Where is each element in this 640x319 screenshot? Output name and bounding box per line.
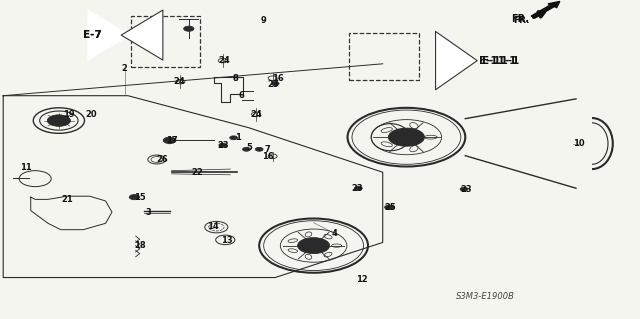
- Text: 26: 26: [157, 155, 168, 164]
- Text: 23: 23: [268, 80, 279, 89]
- Text: 25: 25: [385, 203, 396, 212]
- Text: 7: 7: [265, 145, 270, 154]
- Circle shape: [219, 143, 227, 147]
- Text: 10: 10: [573, 139, 585, 148]
- Text: 5: 5: [246, 143, 253, 152]
- Circle shape: [255, 147, 263, 151]
- Text: E-11-1: E-11-1: [479, 56, 516, 66]
- Text: 19: 19: [63, 110, 75, 119]
- Text: 21: 21: [61, 195, 73, 204]
- Text: FR.: FR.: [513, 16, 530, 25]
- Text: 17: 17: [166, 136, 177, 145]
- Text: S3M3-E1900B: S3M3-E1900B: [456, 292, 515, 301]
- Circle shape: [271, 82, 279, 85]
- Circle shape: [460, 187, 468, 191]
- Text: 24: 24: [250, 110, 262, 119]
- Circle shape: [184, 26, 194, 31]
- Bar: [131, 16, 200, 67]
- Circle shape: [230, 136, 237, 140]
- Text: 23: 23: [460, 185, 472, 194]
- Text: 4: 4: [332, 229, 338, 238]
- FancyArrow shape: [531, 1, 560, 18]
- FancyArrowPatch shape: [436, 32, 477, 90]
- Text: 14: 14: [207, 222, 218, 231]
- Circle shape: [243, 147, 250, 151]
- Circle shape: [47, 115, 70, 126]
- Text: 15: 15: [134, 193, 145, 202]
- Circle shape: [355, 186, 362, 190]
- Text: 6: 6: [239, 91, 245, 100]
- Text: 3: 3: [146, 208, 151, 217]
- Text: 16: 16: [273, 74, 284, 83]
- Circle shape: [129, 195, 140, 200]
- Text: 18: 18: [134, 241, 145, 250]
- Text: 12: 12: [356, 275, 367, 284]
- Circle shape: [163, 137, 176, 144]
- Text: 24: 24: [218, 56, 230, 65]
- Text: E-11-1: E-11-1: [482, 56, 519, 66]
- Text: 13: 13: [221, 236, 233, 245]
- Text: E-7: E-7: [83, 30, 102, 40]
- Text: 24: 24: [173, 77, 185, 86]
- Text: 1: 1: [235, 133, 241, 142]
- Text: 23: 23: [217, 141, 228, 150]
- Text: 9: 9: [261, 16, 266, 25]
- Text: 11: 11: [20, 163, 31, 172]
- FancyArrowPatch shape: [121, 10, 163, 60]
- FancyArrowPatch shape: [88, 10, 130, 60]
- Text: FR.: FR.: [511, 13, 529, 24]
- Text: 23: 23: [351, 184, 363, 193]
- Text: 8: 8: [233, 74, 238, 83]
- Text: 20: 20: [85, 110, 97, 119]
- Circle shape: [298, 238, 330, 254]
- Bar: [349, 33, 419, 80]
- Text: 2: 2: [122, 64, 128, 73]
- Circle shape: [385, 205, 394, 210]
- Text: 22: 22: [191, 168, 203, 177]
- Circle shape: [388, 128, 424, 146]
- Text: 16: 16: [262, 152, 273, 161]
- Text: E-7: E-7: [83, 30, 102, 40]
